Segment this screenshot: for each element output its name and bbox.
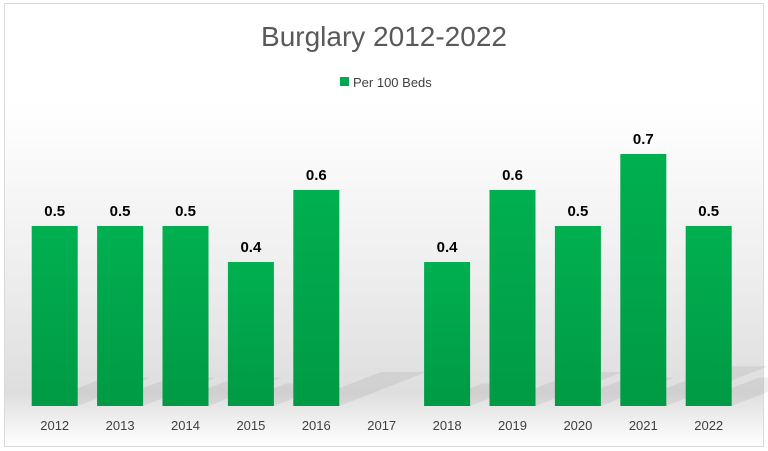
bar [489,190,536,406]
bar [620,154,667,406]
bar [162,226,209,406]
x-tick-label: 2019 [498,418,527,433]
chart-title: Burglary 2012-2022 [261,21,507,52]
x-tick-label: 2013 [106,418,135,433]
x-tick-label: 2020 [563,418,592,433]
bar [227,262,274,406]
data-label: 0.5 [175,203,196,220]
data-label: 0.6 [306,167,327,184]
legend: Per 100 Beds [340,75,432,90]
data-label: 0.5 [698,203,719,220]
bar [97,226,144,406]
data-label: 0.7 [633,131,654,148]
x-tick-label: 2016 [302,418,331,433]
data-label: 0.6 [502,167,523,184]
x-axis-ticks: 2012 2013 2014 2015 2016 2017 2018 2019 2020 2021… [40,418,723,433]
bar [31,226,78,406]
bar [424,262,471,406]
data-label: 0.5 [567,203,588,220]
x-tick-label: 2012 [40,418,69,433]
data-label: 0.4 [240,239,262,256]
x-tick-label: 2017 [367,418,396,433]
data-label: 0.5 [110,203,131,220]
bar [685,226,732,406]
x-tick-label: 2018 [433,418,462,433]
x-tick-label: 2014 [171,418,200,433]
bars [31,154,732,406]
x-tick-label: 2015 [236,418,265,433]
data-label: 0.4 [437,239,459,256]
x-tick-label: 2021 [629,418,658,433]
data-labels: 0.5 0.5 0.5 0.4 0.6 0.4 0.6 0.5 0.7 0.5 [44,131,719,256]
x-tick-label: 2022 [694,418,723,433]
bar [554,226,601,406]
data-label: 0.5 [44,203,65,220]
legend-swatch [340,77,349,86]
legend-label: Per 100 Beds [353,75,432,90]
bar [293,190,340,406]
